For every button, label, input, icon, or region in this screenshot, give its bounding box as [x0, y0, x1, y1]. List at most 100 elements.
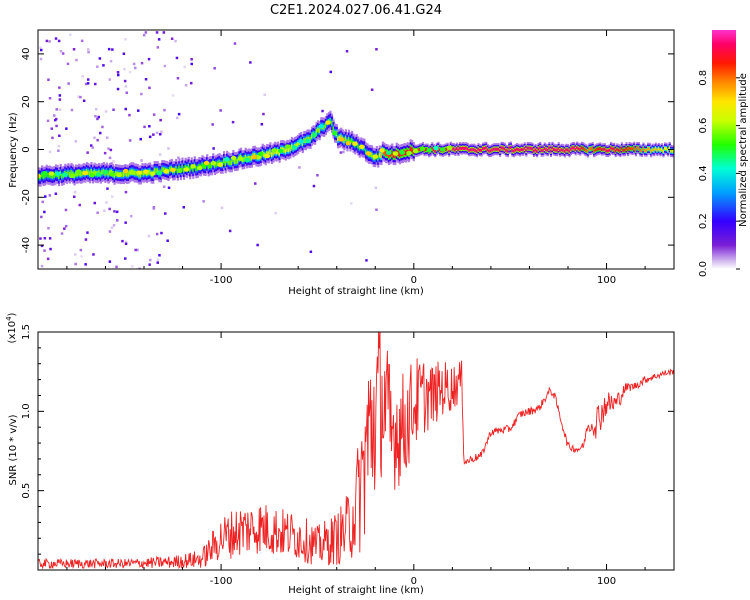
heatmap-peak-cell	[41, 171, 48, 176]
heatmap-noise-cell	[167, 147, 170, 150]
heatmap-noise-cell	[115, 210, 119, 214]
heatmap-peak-cell	[38, 173, 41, 179]
heatmap-noise-cell	[116, 71, 120, 74]
heatmap-noise-cell	[54, 192, 58, 195]
heatmap-noise-cell	[128, 70, 132, 74]
heatmap-noise-cell	[158, 153, 162, 156]
heatmap-ridge-cell	[617, 148, 620, 152]
heatmap-noise-cell	[211, 123, 214, 126]
heatmap-ridge-cell	[263, 152, 266, 157]
heatmap-noise-cell	[84, 238, 88, 241]
heatmap-peak-cell	[217, 162, 223, 167]
heatmap-noise-cell	[190, 62, 193, 66]
heatmap-noise-cell	[106, 136, 109, 139]
heatmap-ridge-cell	[275, 149, 278, 155]
heatmap-ridge-cell	[295, 143, 298, 149]
heatmap-noise-cell	[75, 58, 78, 62]
heatmap-noise-cell	[109, 148, 113, 152]
heatmap-noise-cell	[147, 234, 151, 238]
heatmap-noise-cell	[94, 82, 97, 86]
heatmap-ridge-cell	[110, 169, 113, 175]
heatmap-ridge-cell	[576, 146, 579, 150]
heatmap-ridge-cell	[616, 147, 619, 151]
heatmap-ridge-cell	[53, 173, 56, 178]
heatmap-noise-cell	[54, 118, 57, 122]
snr-yscale-exponent: 4	[5, 316, 13, 321]
heatmap-ridge-cell	[566, 148, 569, 152]
heatmap-ridge-cell	[122, 172, 125, 177]
heatmap-noise-cell	[174, 39, 177, 43]
heatmap-ridge-cell	[125, 171, 129, 177]
heatmap-ridge-cell	[622, 148, 625, 152]
heatmap-ridge-cell	[508, 146, 511, 150]
heatmap-noise-cell	[80, 39, 84, 43]
heatmap-noise-cell	[79, 95, 82, 99]
heatmap-noise-cell	[228, 229, 232, 233]
heatmap-noise-cell	[86, 231, 89, 234]
heatmap-ridge-cell	[451, 147, 454, 151]
heatmap-noise-cell	[159, 118, 162, 122]
heatmap-noise-cell	[57, 149, 60, 152]
spectrogram-xtick-label: 0	[411, 275, 417, 286]
heatmap-peak-cell	[298, 139, 304, 144]
heatmap-ridge-cell	[466, 147, 469, 151]
heatmap-ridge-cell	[95, 170, 98, 176]
heatmap-ridge-cell	[289, 146, 292, 152]
heatmap-ridge-cell	[189, 167, 192, 173]
heatmap-noise-cell	[72, 48, 76, 51]
heatmap-ridge-cell	[42, 174, 45, 179]
heatmap-noise-cell	[57, 144, 61, 148]
heatmap-ridge-cell	[101, 170, 104, 175]
heatmap-ridge-cell	[156, 168, 159, 174]
heatmap-ridge-cell	[71, 171, 75, 177]
heatmap-noise-cell	[55, 108, 58, 111]
heatmap-noise-cell	[124, 85, 128, 88]
heatmap-ridge-cell	[603, 147, 606, 151]
heatmap-ridge-cell	[543, 146, 546, 150]
spectrogram-ytick-label: -40	[21, 237, 32, 253]
heatmap-ridge-cell	[579, 148, 582, 152]
heatmap-noise-cell	[39, 237, 42, 240]
heatmap-noise-cell	[110, 226, 114, 229]
heatmap-noise-cell	[58, 98, 62, 101]
heatmap-noise-cell	[212, 147, 215, 150]
heatmap-peak-cell	[372, 154, 379, 159]
heatmap-ridge-cell	[585, 148, 588, 152]
heatmap-ridge-cell	[664, 146, 667, 150]
heatmap-noise-cell	[104, 110, 108, 113]
heatmap-ridge-cell	[653, 148, 656, 152]
snr-ytick-label: 1.0	[21, 403, 32, 419]
heatmap-noise-cell	[82, 99, 86, 102]
heatmap-noise-cell	[170, 37, 174, 40]
heatmap-ridge-cell	[569, 147, 573, 151]
heatmap-ridge-cell	[556, 148, 559, 152]
snr-frame	[37, 331, 675, 571]
heatmap-ridge-cell	[215, 162, 218, 167]
heatmap-ridge-cell	[287, 147, 290, 153]
heatmap-ridge-cell	[557, 146, 560, 150]
heatmap-ridge-cell	[465, 146, 468, 150]
heatmap-ridge-cell	[477, 147, 480, 151]
heatmap-peak-cell	[102, 169, 109, 175]
heatmap-ridge-cell	[258, 154, 261, 160]
heatmap-ridge-cell	[516, 147, 519, 151]
heatmap-peak-cell	[48, 171, 55, 176]
heatmap-ridge-cell	[243, 157, 246, 162]
heatmap-noise-cell	[112, 224, 116, 227]
heatmap-noise-cell	[40, 264, 44, 268]
heatmap-noise-cell	[339, 151, 343, 154]
heatmap-ridge-cell	[70, 170, 73, 175]
heatmap-ridge-cell	[458, 146, 462, 150]
heatmap-peak-cell	[149, 171, 156, 176]
heatmap-peak-cell	[122, 168, 129, 174]
heatmap-ridge-cell	[50, 173, 53, 179]
heatmap-ridge-cell	[545, 148, 548, 152]
heatmap-ridge-cell	[213, 163, 216, 168]
heatmap-ridge-cell	[266, 151, 269, 156]
heatmap-ridge-cell	[195, 166, 198, 172]
heatmap-ridge-cell	[434, 149, 437, 153]
heatmap-ridge-cell	[161, 167, 164, 172]
heatmap-ridge-cell	[650, 149, 653, 153]
heatmap-noise-cell	[329, 70, 332, 74]
heatmap-ridge-cell	[651, 148, 654, 152]
